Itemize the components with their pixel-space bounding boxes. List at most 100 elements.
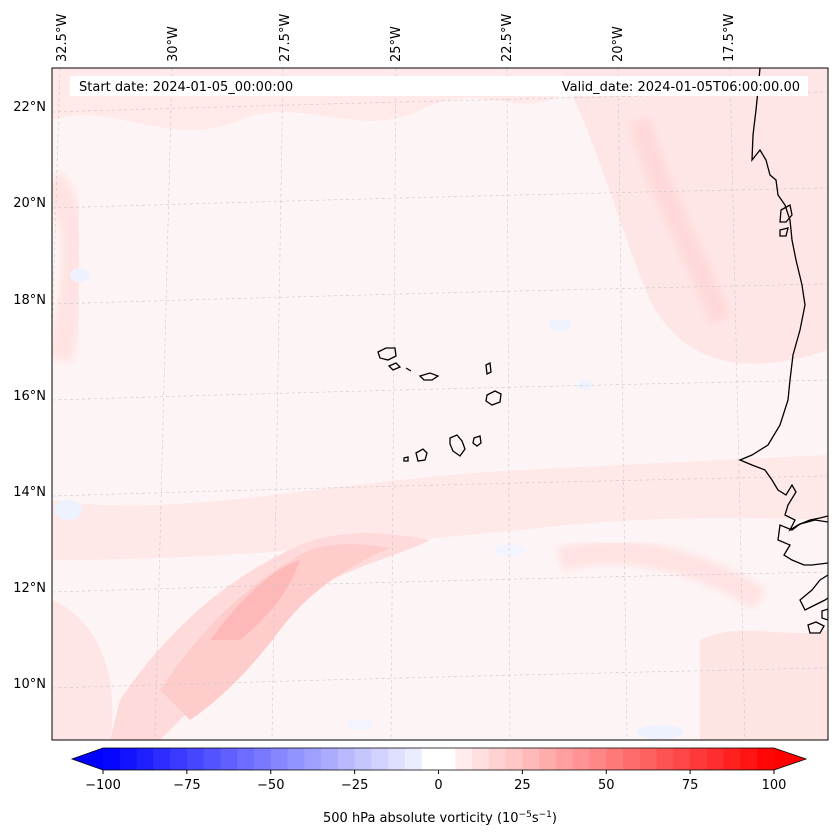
negative-vorticity-patch xyxy=(548,319,572,331)
parallel-12n xyxy=(52,571,828,593)
longitude-labels: 32.5°W 30°W 27.5°W 25°W 22.5°W 20°W 17.5… xyxy=(55,14,737,62)
colorbar-cell xyxy=(253,748,272,770)
parallel-14n xyxy=(52,475,828,497)
colorbar-cell xyxy=(555,748,574,770)
coastal-island xyxy=(779,203,793,223)
vorticity-patch xyxy=(556,540,767,611)
colorbar-cell xyxy=(237,748,255,770)
info-box xyxy=(70,76,808,96)
coastlines xyxy=(377,68,828,634)
colorbar-cell xyxy=(656,748,674,770)
guinea-bissau-coast xyxy=(799,574,828,611)
colorbar-cell xyxy=(757,748,775,770)
parallel-10n xyxy=(52,667,828,689)
colorbar-cell xyxy=(119,748,138,770)
negative-vorticity-patch xyxy=(636,725,684,739)
colorbar-cell xyxy=(304,748,322,770)
parallel-18n xyxy=(52,283,828,305)
lat-label: 10°N xyxy=(13,677,46,692)
island-sao-nicolau xyxy=(418,372,440,381)
colorbar-cell xyxy=(186,748,205,770)
colorbar-cell xyxy=(706,748,725,770)
negative-vorticity-patch xyxy=(346,720,374,730)
colorbar-cell xyxy=(388,748,406,770)
colorbar-cell xyxy=(539,748,557,770)
meridian-27-5w xyxy=(271,68,284,740)
island-santiago xyxy=(449,434,466,457)
island-brava xyxy=(403,456,409,462)
vorticity-field xyxy=(52,68,828,740)
meridian-22-5w xyxy=(506,68,511,740)
lon-label: 27.5°W xyxy=(278,14,293,62)
colorbar-tick-label: 25 xyxy=(514,778,531,793)
negative-vorticity-patch xyxy=(494,544,526,556)
colorbar-cells xyxy=(103,748,775,770)
colorbar: −100 −75 −50 −25 0 25 50 75 100 500 hPa absolute… xyxy=(70,747,808,826)
lon-label: 30°W xyxy=(166,26,181,62)
colorbar-cell xyxy=(572,748,590,770)
colorbar-cell xyxy=(639,748,658,770)
colorbar-cell xyxy=(404,748,423,770)
colorbar-max-extend xyxy=(774,748,806,770)
colorbar-cell xyxy=(438,748,456,770)
colorbar-cell xyxy=(220,748,238,770)
lat-label: 14°N xyxy=(13,485,46,500)
valid-date-label: Valid_date: 2024-01-05T06:00:00.00 xyxy=(562,80,800,95)
colorbar-cell xyxy=(136,748,154,770)
island-maio xyxy=(472,435,482,447)
colorbar-cell xyxy=(421,748,439,770)
colorbar-ticks: −100 −75 −50 −25 0 25 50 75 100 xyxy=(85,770,786,793)
island-sao-vicente xyxy=(387,362,402,371)
island-boa-vista xyxy=(485,390,502,406)
latitude-labels: 22°N 20°N 18°N 16°N 14°N 12°N 10°N xyxy=(13,100,46,692)
parallel-22n xyxy=(52,91,828,113)
colorbar-tick-label: 100 xyxy=(762,778,787,793)
lat-label: 22°N xyxy=(13,100,46,115)
meridian-17-5w xyxy=(729,68,746,740)
colorbar-tick-label: −25 xyxy=(341,778,368,793)
colorbar-tick-label: 75 xyxy=(682,778,699,793)
bijagos-island xyxy=(807,621,825,634)
colorbar-cell xyxy=(488,748,507,770)
colorbar-cell xyxy=(287,748,305,770)
colorbar-cell xyxy=(354,748,372,770)
colorbar-cell xyxy=(690,748,708,770)
colorbar-cell xyxy=(589,748,607,770)
island-santa-luzia xyxy=(405,367,412,372)
colorbar-cell xyxy=(371,748,389,770)
vorticity-patch xyxy=(560,68,828,364)
lat-label: 20°N xyxy=(13,196,46,211)
negative-vorticity-patch xyxy=(577,380,593,390)
colorbar-cell xyxy=(623,748,641,770)
map-frame xyxy=(51,67,829,741)
vorticity-patch xyxy=(52,455,828,560)
map-panel: Start date: 2024-01-05_00:00:00 Valid_da… xyxy=(51,67,829,741)
lon-label: 20°W xyxy=(611,26,626,62)
colorbar-cell xyxy=(472,748,490,770)
colorbar-cell xyxy=(455,748,473,770)
vorticity-patch xyxy=(160,544,390,720)
colorbar-tick-label: 50 xyxy=(598,778,615,793)
vorticity-patch xyxy=(210,560,300,640)
negative-vorticity-patch xyxy=(70,268,90,282)
meridian-25w xyxy=(390,68,397,740)
colorbar-cell xyxy=(103,748,121,770)
colorbar-cell xyxy=(170,748,188,770)
coastal-island xyxy=(779,227,789,237)
colorbar-cell xyxy=(153,748,171,770)
meridian-20w xyxy=(617,68,628,740)
lon-label: 32.5°W xyxy=(55,14,70,62)
colorbar-tick-label: 0 xyxy=(434,778,442,793)
parallel-20n xyxy=(52,187,828,209)
vorticity-patch xyxy=(52,600,113,740)
start-date-label: Start date: 2024-01-05_00:00:00 xyxy=(79,80,293,95)
lat-label: 12°N xyxy=(13,581,46,596)
negative-vorticity-patch xyxy=(54,500,82,520)
bijagos-island xyxy=(821,608,828,621)
colorbar-cell xyxy=(337,748,356,770)
island-santo-antao xyxy=(377,347,397,361)
lon-label: 17.5°W xyxy=(722,14,737,62)
gambia-coast xyxy=(777,519,828,566)
lon-label: 22.5°W xyxy=(500,14,515,62)
meridian-30w xyxy=(154,68,173,740)
